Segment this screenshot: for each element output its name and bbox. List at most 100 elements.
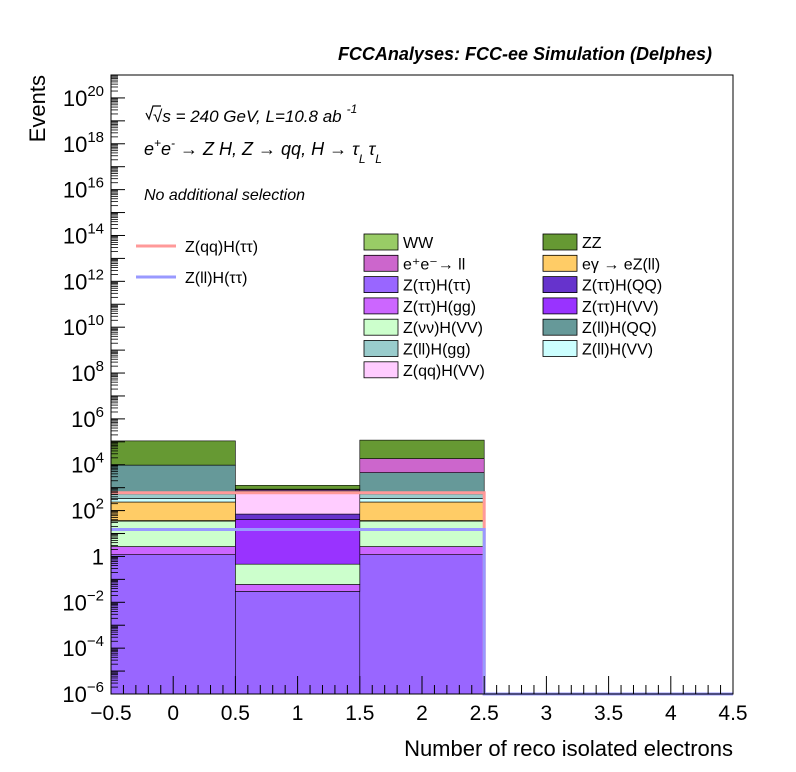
y-tick-label: 1 bbox=[92, 544, 104, 569]
y-axis-label: Events bbox=[25, 75, 50, 142]
legend-label: Z(ττ)H(QQ) bbox=[582, 278, 662, 295]
energy-annotation: √s = 240 GeV, L=10.8 ab -1 bbox=[145, 102, 357, 126]
legend-label: Z(ττ)H(VV) bbox=[582, 299, 659, 316]
legend-label: Z(ll)H(VV) bbox=[582, 342, 653, 359]
x-tick-label: 3.5 bbox=[594, 702, 623, 725]
stack-bar bbox=[235, 492, 361, 515]
y-tick-label: 108 bbox=[71, 358, 104, 386]
x-axis: −0.5 0 0.5 1 1.5 2 2.5 3 3.5 4 4.5 bbox=[90, 676, 748, 725]
y-tick-label: 1014 bbox=[63, 220, 104, 248]
legend-label: Z(qq)H(ττ) bbox=[185, 239, 258, 256]
legend-swatch bbox=[363, 361, 399, 379]
x-tick-label: 1.5 bbox=[345, 702, 374, 725]
x-tick-label: −0.5 bbox=[90, 702, 131, 725]
process-e2: e bbox=[161, 139, 171, 159]
x-tick-label: 4.5 bbox=[718, 702, 747, 725]
y-tick-label: 1020 bbox=[63, 83, 104, 111]
stack-bar bbox=[359, 458, 485, 473]
stack-bar bbox=[359, 546, 485, 555]
process-annotation: e+e- → Z H, Z → qq, H → τL τL bbox=[144, 136, 382, 166]
legend-label: Z(ll)H(ττ) bbox=[185, 270, 247, 287]
legend-label: Z(ττ)H(gg) bbox=[403, 299, 476, 316]
legend-swatch bbox=[542, 340, 578, 357]
process-tau2: τ bbox=[369, 139, 377, 159]
stack-bar bbox=[235, 563, 361, 585]
legend-backgrounds: WW ZZ e⁺e⁻→ ll eγ → eZ(ll) Z(ττ)H(ττ) Z(ττ)H(… bbox=[363, 233, 662, 380]
stack-bar bbox=[235, 513, 361, 520]
stack-bar bbox=[110, 554, 236, 695]
legend-swatch bbox=[363, 297, 399, 315]
stack-bar bbox=[359, 493, 485, 499]
process-rest: → Z H, Z → qq, H → bbox=[175, 139, 352, 159]
y-tick-label: 1016 bbox=[63, 175, 104, 203]
lumi-exponent: -1 bbox=[347, 102, 358, 116]
stack-bar bbox=[110, 501, 236, 521]
stacked-bars bbox=[110, 439, 485, 695]
y-tick-label: 10−2 bbox=[62, 587, 104, 615]
energy-lumi-text: = 240 GeV, L=10.8 ab bbox=[171, 107, 342, 126]
stack-bar bbox=[235, 485, 361, 490]
y-tick-label: 1010 bbox=[63, 312, 104, 340]
x-tick-label: 1 bbox=[292, 702, 304, 725]
stack-bar bbox=[110, 546, 236, 555]
process-sub2: L bbox=[375, 152, 382, 166]
y-tick-label: 102 bbox=[71, 496, 104, 524]
legend-label: Z(ττ)H(ττ) bbox=[403, 278, 471, 295]
legend-label: Z(ll)H(gg) bbox=[403, 342, 471, 359]
y-tick-label: 10−6 bbox=[62, 679, 104, 707]
legend-label: WW bbox=[403, 235, 434, 252]
legend-swatch bbox=[542, 276, 578, 294]
x-tick-label: 2 bbox=[416, 702, 428, 725]
legend-label: eγ → eZ(ll) bbox=[582, 256, 660, 273]
legend-label: Z(νν)H(VV) bbox=[403, 320, 483, 337]
process-sup1: + bbox=[154, 136, 161, 150]
x-tick-label: 4 bbox=[665, 702, 677, 725]
legend-signals: Z(qq)H(ττ) Z(ll)H(ττ) bbox=[136, 239, 258, 287]
svg-text:√s = 240 GeV, L=10.8 ab-1: √s = 240 GeV, L=10.8 ab -1 bbox=[153, 102, 357, 126]
sqrt-s-symbol: √s bbox=[153, 107, 171, 126]
process-sup2: - bbox=[171, 136, 175, 150]
process-tau1: τ bbox=[352, 139, 360, 159]
stack-bar bbox=[110, 440, 236, 466]
stack-bar bbox=[359, 439, 485, 459]
stack-bar bbox=[235, 584, 361, 592]
chart-title: FCCAnalyses: FCC-ee Simulation (Delphes) bbox=[338, 44, 712, 64]
legend-label: e⁺e⁻→ ll bbox=[403, 256, 465, 273]
legend-swatch bbox=[542, 233, 578, 251]
legend-swatch bbox=[363, 254, 399, 272]
stack-bar bbox=[110, 520, 236, 547]
legend-swatch bbox=[542, 318, 578, 336]
legend-label: ZZ bbox=[582, 235, 602, 252]
y-tick-label: 104 bbox=[71, 450, 104, 478]
stack-bar bbox=[359, 472, 485, 495]
legend-label: Z(qq)H(VV) bbox=[403, 363, 485, 380]
stack-bar bbox=[110, 493, 236, 499]
stack-bar bbox=[359, 520, 485, 547]
legend-swatch bbox=[363, 340, 399, 357]
legend-swatch bbox=[363, 233, 399, 251]
x-tick-label: 0.5 bbox=[221, 702, 250, 725]
process-e1: e bbox=[144, 139, 154, 159]
legend-swatch bbox=[542, 254, 578, 272]
legend-swatch bbox=[542, 297, 578, 315]
x-tick-label: 0 bbox=[167, 702, 179, 725]
x-tick-label: 3 bbox=[541, 702, 553, 725]
stack-bar bbox=[110, 498, 236, 503]
y-axis: 10−6 10−4 10−2 1 102 104 106 108 1010 1012 1014 101… bbox=[62, 74, 125, 707]
x-axis-label: Number of reco isolated electrons bbox=[404, 736, 733, 761]
legend-swatch bbox=[363, 318, 399, 336]
stack-bar bbox=[359, 554, 485, 695]
x-tick-label: 2.5 bbox=[470, 702, 499, 725]
stack-bar bbox=[110, 464, 236, 495]
selection-annotation: No additional selection bbox=[144, 187, 305, 204]
y-tick-label: 10−4 bbox=[62, 633, 104, 661]
y-tick-label: 106 bbox=[71, 404, 104, 432]
process-sub1: L bbox=[359, 152, 366, 166]
stack-bar bbox=[359, 498, 485, 503]
y-tick-label: 1018 bbox=[63, 129, 104, 157]
stack-bar bbox=[235, 519, 361, 565]
stack-bar bbox=[359, 501, 485, 521]
y-tick-label: 1012 bbox=[63, 266, 104, 294]
legend-swatch bbox=[363, 276, 399, 294]
